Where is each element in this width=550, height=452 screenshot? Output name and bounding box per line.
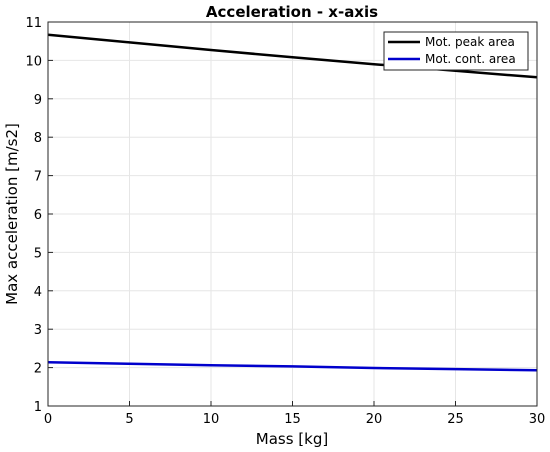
y-tick-label: 11 [25,16,42,31]
x-tick-label: 25 [447,412,464,427]
y-tick-label: 5 [34,246,42,261]
chart-title: Acceleration - x-axis [206,3,378,21]
x-tick-label: 0 [44,412,52,427]
axis-ticks: 0 5 10 15 20 25 30 1 2 3 4 5 6 7 8 9 10 11 [25,16,545,427]
legend: Mot. peak area Mot. cont. area [383,31,529,71]
x-tick-label: 30 [529,412,546,427]
y-tick-label: 4 [34,285,42,300]
x-tick-label: 5 [125,412,133,427]
y-tick-label: 10 [25,54,42,69]
y-tick-label: 7 [34,170,42,185]
legend-box [383,31,529,71]
y-tick-label: 1 [34,400,42,415]
x-tick-label: 10 [203,412,220,427]
series-line-2 [47,360,538,372]
y-tick-label: 3 [34,323,42,338]
y-tick-label: 6 [34,208,42,223]
y-tick-label: 9 [34,93,42,108]
y-tick-label: 2 [34,362,42,377]
x-tick-label: 20 [366,412,383,427]
y-tick-label: 8 [34,131,42,146]
legend-label-1: Mot. peak area [425,35,515,49]
series-line-1 [47,33,538,79]
series-lines [47,33,538,372]
legend-label-2: Mot. cont. area [425,52,516,66]
x-tick-label: 15 [284,412,301,427]
y-axis-label: Max acceleration [m/s2] [3,123,21,305]
x-axis-label: Mass [kg] [256,430,328,448]
